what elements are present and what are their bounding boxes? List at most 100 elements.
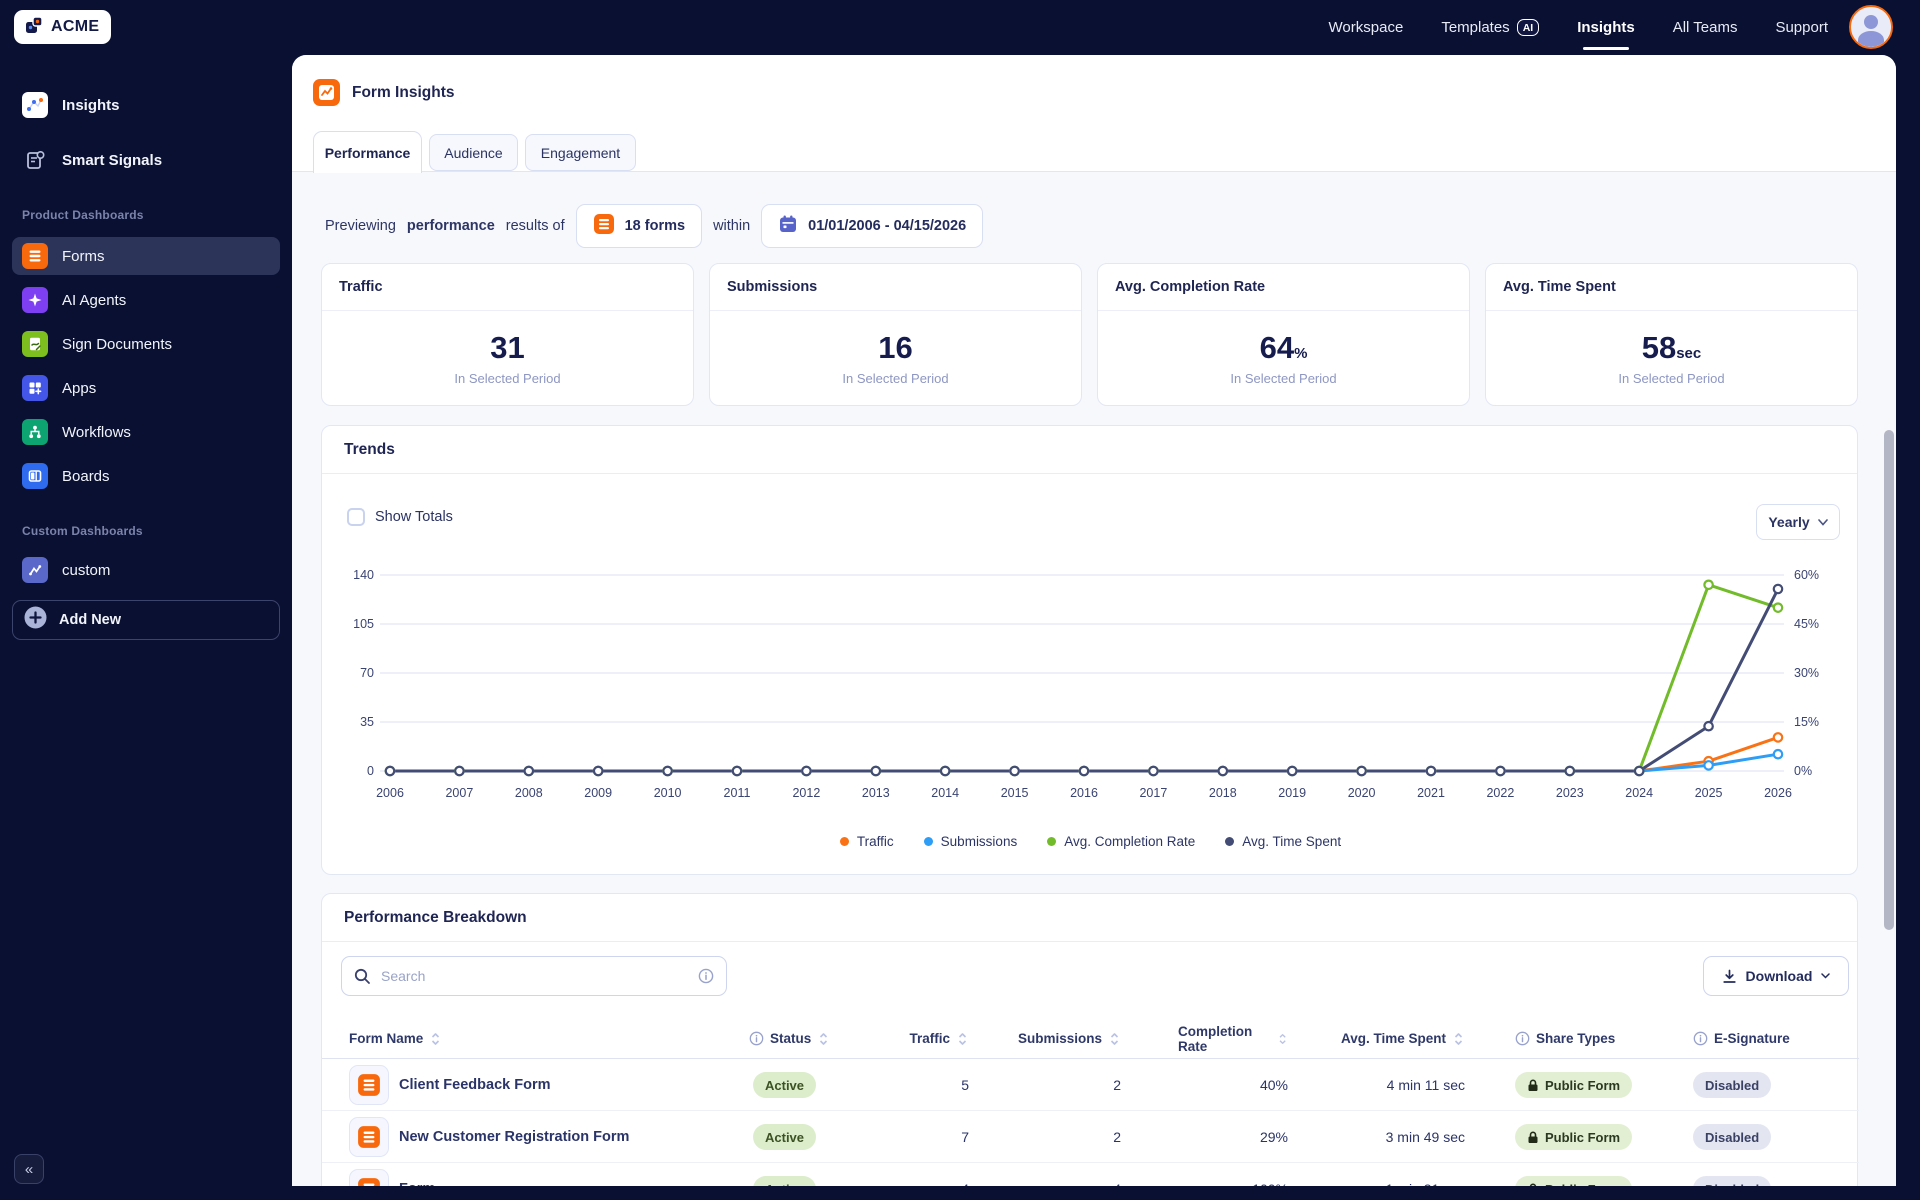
tab-performance[interactable]: Performance: [313, 131, 422, 173]
col-avg-time-spent[interactable]: Avg. Time Spent: [1305, 1018, 1465, 1059]
x-axis-tick: 2014: [931, 786, 959, 800]
data-point[interactable]: [1217, 765, 1229, 777]
ai-badge: AI: [1516, 19, 1540, 36]
col-e-signature: E-Signature: [1693, 1018, 1790, 1059]
col-submissions[interactable]: Submissions: [1011, 1018, 1121, 1059]
checkbox-icon[interactable]: [347, 508, 365, 526]
data-point[interactable]: [454, 765, 465, 777]
data-point[interactable]: [1495, 765, 1506, 777]
show-totals-checkbox[interactable]: Show Totals: [347, 508, 453, 526]
data-point[interactable]: [1772, 748, 1784, 760]
nav-item-all-teams[interactable]: All Teams: [1672, 19, 1738, 36]
forms-filter-button[interactable]: 18 forms: [575, 204, 703, 248]
nav-item-support[interactable]: Support: [1775, 19, 1828, 36]
legend-item[interactable]: Traffic: [839, 834, 894, 849]
tab-engagement[interactable]: Engagement: [525, 134, 636, 171]
scrollbar-thumb[interactable]: [1884, 430, 1894, 930]
nav-item-templates[interactable]: Templates AI: [1441, 0, 1540, 55]
data-point[interactable]: [523, 765, 535, 777]
data-point[interactable]: [1772, 732, 1784, 743]
data-point[interactable]: [1772, 602, 1784, 613]
chevron-down-icon: [1821, 973, 1831, 979]
sort-icon[interactable]: [1452, 1032, 1465, 1046]
data-point[interactable]: [592, 765, 604, 777]
col-traffic[interactable]: Traffic: [859, 1018, 969, 1059]
trends-line-chart[interactable]: 0 0% 35 15% 70 30% 105 45% 140 60% 2006 2007 2008 200…: [322, 541, 1859, 821]
sidebar-item-workflows[interactable]: Workflows: [12, 413, 280, 451]
data-point[interactable]: [1425, 765, 1437, 777]
form-name[interactable]: New Customer Registration Form: [399, 1129, 630, 1145]
data-point[interactable]: [1356, 765, 1367, 777]
table-row[interactable]: New Customer Registration Form Active 7 2 29…: [322, 1111, 1859, 1163]
traffic-value: 5: [961, 1077, 969, 1093]
filter-connector: within: [713, 218, 751, 234]
data-point[interactable]: [731, 765, 743, 777]
sort-icon[interactable]: [817, 1032, 830, 1046]
data-point[interactable]: [1564, 765, 1576, 777]
sort-icon[interactable]: [956, 1032, 969, 1046]
avg-time-spent-value: 1 min 31 sec: [1305, 1163, 1465, 1186]
x-axis-tick: 2017: [1139, 786, 1167, 800]
avatar[interactable]: [1849, 5, 1893, 49]
legend-item[interactable]: Submissions: [923, 834, 1017, 849]
data-point[interactable]: [1703, 720, 1714, 732]
sidebar-item-ai-agents[interactable]: AI Agents: [12, 281, 280, 319]
sort-icon[interactable]: [429, 1032, 442, 1046]
status-badge: Active: [753, 1124, 817, 1150]
brand-logo-icon: [23, 14, 45, 41]
data-point[interactable]: [1286, 765, 1298, 777]
col-form-name[interactable]: Form Name: [349, 1018, 442, 1059]
data-point[interactable]: [1633, 765, 1645, 777]
col-share-types: Share Types: [1515, 1018, 1615, 1059]
form-name[interactable]: Client Feedback Form: [399, 1077, 551, 1093]
sidebar-item-forms[interactable]: Forms: [12, 237, 280, 275]
form-name[interactable]: Form: [399, 1163, 435, 1186]
sidebar-item-sign-documents[interactable]: Sign Documents: [12, 325, 280, 363]
table-row[interactable]: Client Feedback Form Active 5 2 40% 4 min 11 …: [322, 1059, 1859, 1111]
sidebar-item-boards[interactable]: Boards: [12, 457, 280, 495]
data-point[interactable]: [1148, 765, 1159, 777]
form-icon-wrap: [349, 1163, 389, 1186]
legend-dot-icon: [923, 837, 933, 846]
col-status[interactable]: Status: [749, 1018, 830, 1059]
sidebar-item-apps[interactable]: Apps: [12, 369, 280, 407]
legend-item[interactable]: Avg. Time Spent: [1225, 834, 1341, 849]
brand-logo[interactable]: ACME: [14, 10, 112, 44]
data-point[interactable]: [939, 765, 951, 777]
table-row[interactable]: Form Active 4 4 100% 1 min 31 sec Public Form D…: [322, 1163, 1859, 1186]
sidebar-item-custom[interactable]: custom: [12, 551, 280, 589]
interval-dropdown[interactable]: Yearly: [1756, 504, 1840, 540]
data-point[interactable]: [1703, 579, 1714, 591]
nav-item-workspace[interactable]: Workspace: [1328, 19, 1404, 36]
sort-icon[interactable]: [1108, 1032, 1121, 1046]
sort-icon[interactable]: [1277, 1032, 1288, 1046]
page-title: Form Insights: [352, 84, 455, 101]
date-range-button[interactable]: 01/01/2006 - 04/15/2026: [761, 204, 984, 248]
tab-audience[interactable]: Audience: [429, 134, 518, 171]
x-axis-tick: 2020: [1348, 786, 1376, 800]
legend-item[interactable]: Avg. Completion Rate: [1047, 834, 1195, 849]
x-axis-tick: 2021: [1417, 786, 1445, 800]
search-input[interactable]: [381, 968, 688, 984]
sidebar-collapse-button[interactable]: «: [14, 1154, 44, 1184]
form-icon: [358, 1074, 380, 1096]
download-button[interactable]: Download: [1703, 956, 1849, 996]
sidebar-item-smart-signals[interactable]: Smart Signals: [12, 141, 280, 179]
share-type-badge: Public Form: [1515, 1176, 1633, 1186]
data-point[interactable]: [1772, 583, 1784, 595]
add-new-button[interactable]: Add New: [12, 600, 280, 640]
data-point[interactable]: [1009, 765, 1020, 777]
sidebar-item-insights[interactable]: Insights: [12, 86, 280, 124]
data-point[interactable]: [801, 765, 812, 777]
nav-item-insights[interactable]: Insights: [1577, 0, 1635, 55]
data-point[interactable]: [662, 765, 673, 777]
data-point[interactable]: [1703, 760, 1714, 771]
data-point[interactable]: [1078, 765, 1090, 777]
share-types-cell: Public Form: [1515, 1111, 1633, 1163]
left-axis-tick: 70: [360, 666, 374, 680]
data-point[interactable]: [384, 765, 396, 777]
col-completion-rate[interactable]: Completion Rate: [1178, 1018, 1288, 1059]
data-point[interactable]: [870, 765, 882, 777]
download-icon: [1722, 969, 1736, 983]
submissions-value: 4: [1011, 1163, 1121, 1186]
